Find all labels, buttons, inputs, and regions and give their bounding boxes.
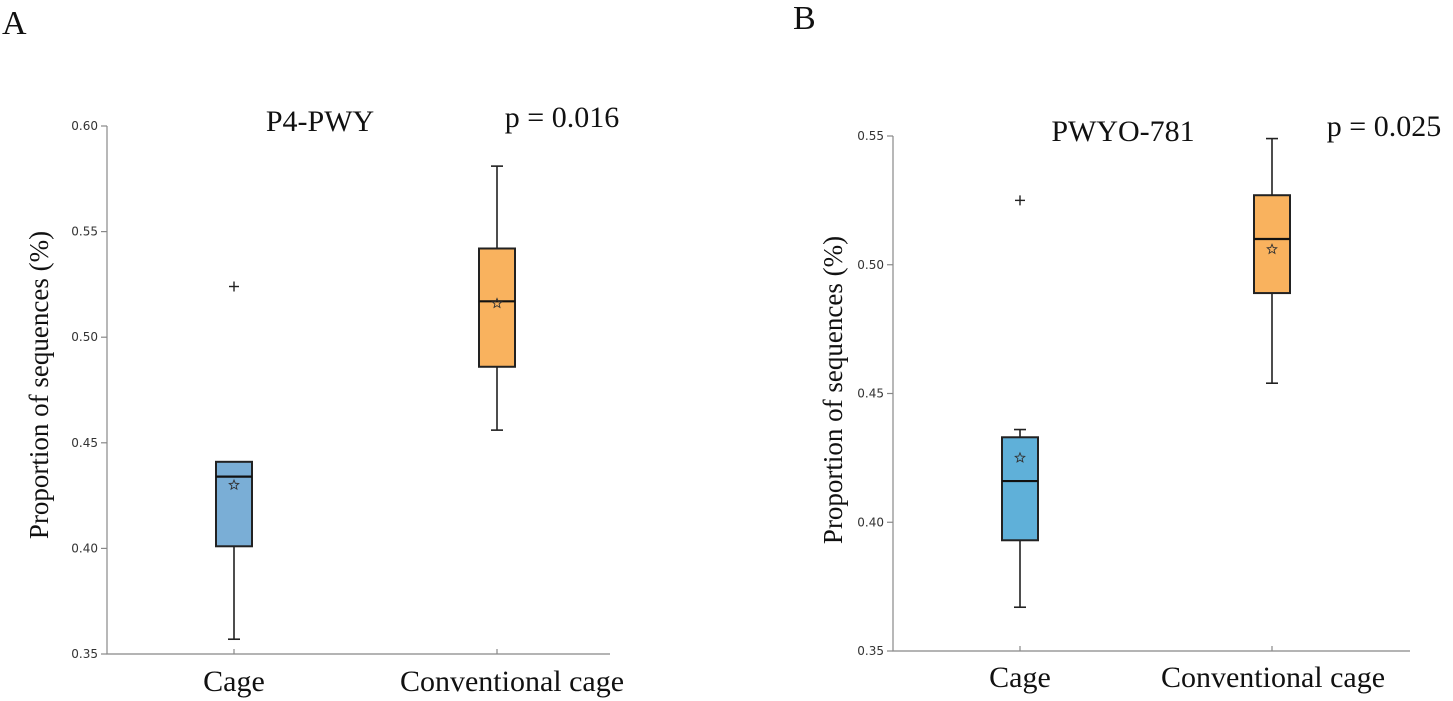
chart-title-b: PWYO-781 (1051, 115, 1194, 148)
mean-marker-cage (228, 478, 240, 491)
y-tick-label: 0.35 (857, 644, 884, 658)
category-label-cage-a: Cage (203, 665, 265, 698)
y-tick-label: 0.60 (71, 119, 98, 133)
panel-a: A P4-PWY p = 0.016 Proportion of sequenc… (2, 5, 624, 698)
y-tick-label: 0.40 (71, 541, 98, 555)
y-tick-label: 0.55 (857, 129, 884, 143)
mean-marker-conventional-cage (1266, 243, 1278, 255)
category-label-conventional-b: Conventional cage (1161, 661, 1385, 694)
chart-title-a: P4-PWY (266, 105, 374, 138)
category-label-conventional-a: Conventional cage (400, 665, 624, 698)
panel-label-b: B (793, 0, 816, 37)
panel-label-a: A (2, 5, 27, 42)
y-tick-label: 0.55 (71, 225, 98, 239)
boxes-b (1001, 137, 1291, 609)
panel-b: B PWYO-781 p = 0.025 Proportion of seque… (793, 0, 1441, 694)
y-ticks-b: 0.35 0.40 0.45 0.50 0.55 (857, 129, 1273, 658)
mean-marker-conventional-cage (491, 297, 503, 309)
y-tick-label: 0.45 (857, 387, 884, 401)
y-tick-label: 0.40 (857, 515, 884, 529)
y-ticks-a: 0.35 0.40 0.45 0.50 0.55 0.60 (71, 119, 498, 661)
y-tick-label: 0.50 (71, 330, 98, 344)
axes-a (106, 126, 610, 655)
p-value-a: p = 0.016 (505, 101, 619, 134)
box-cage (215, 460, 253, 548)
mean-marker-cage (1014, 451, 1026, 463)
y-axis-label-a: Proportion of sequences (%) (24, 231, 54, 539)
category-label-cage-b: Cage (989, 661, 1051, 694)
y-axis-label-b: Proportion of sequences (%) (818, 236, 848, 544)
box-conventional-cage (478, 247, 516, 368)
y-tick-label: 0.45 (71, 436, 98, 450)
boxes-a (215, 165, 516, 641)
y-tick-label: 0.35 (71, 647, 98, 661)
box-cage (1001, 436, 1039, 542)
y-tick-label: 0.50 (857, 258, 884, 272)
outlier-cage (1015, 195, 1025, 206)
p-value-b: p = 0.025 (1327, 110, 1441, 143)
outlier-cage (229, 281, 239, 292)
axes-b (892, 136, 1410, 652)
